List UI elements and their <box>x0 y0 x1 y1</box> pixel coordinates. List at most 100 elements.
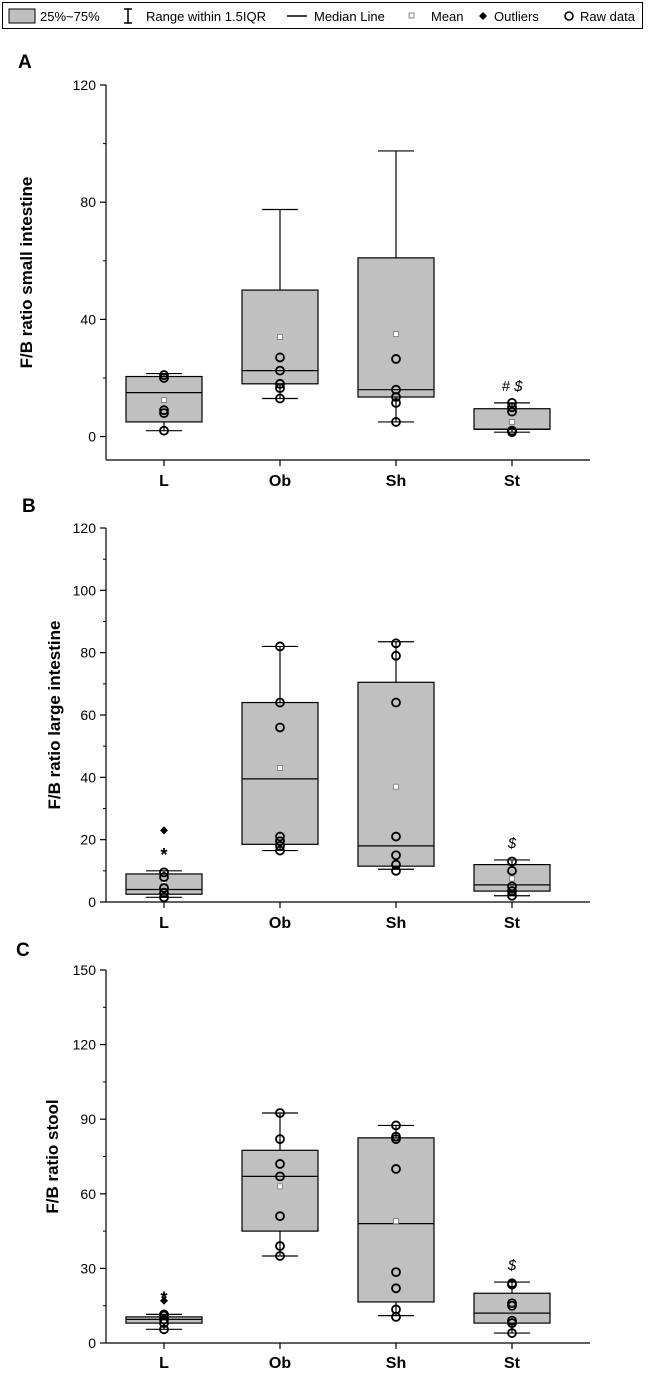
raw-data-point <box>159 425 169 436</box>
mean-marker <box>509 875 515 882</box>
y-tick-label: 120 <box>73 520 97 536</box>
y-tick-label: 100 <box>73 582 97 598</box>
y-tick-label: 0 <box>88 894 96 910</box>
raw-data-point <box>159 887 169 898</box>
raw-data-point <box>507 425 517 436</box>
raw-data-point <box>159 1309 169 1320</box>
raw-data-point <box>159 867 169 878</box>
iqr-box <box>241 1149 319 1232</box>
raw-data-point <box>159 872 169 882</box>
legend-raw-icon <box>564 11 574 21</box>
raw-data-point <box>275 722 285 733</box>
mean-marker <box>393 331 399 337</box>
x-tick-label: Ob <box>269 473 291 490</box>
raw-data-point <box>391 384 401 395</box>
raw-data-point <box>275 697 285 708</box>
raw-data-point <box>391 417 401 427</box>
box-Ob <box>241 641 319 856</box>
chart-b-svg: B 0 20 40 60 80 100 120 F/B ratio large intestin… <box>22 496 590 932</box>
legend-range-label: Range within 1.5IQR <box>146 9 266 24</box>
box-Ob <box>241 208 319 404</box>
raw-data-point <box>159 883 169 893</box>
raw-data-point <box>159 408 169 419</box>
raw-data-point <box>275 352 285 363</box>
raw-data-point <box>507 402 517 413</box>
raw-data-point <box>275 845 285 856</box>
box-Ob <box>241 1108 319 1261</box>
raw-data-point <box>159 370 169 380</box>
raw-data-point <box>391 859 401 870</box>
raw-data-point <box>391 397 401 408</box>
legend: 25%~75% Range within 1.5IQR Median Line … <box>2 2 643 29</box>
box-L: * <box>125 826 203 903</box>
raw-data-point <box>507 1315 517 1326</box>
x-tick-label: Ob <box>269 1355 291 1372</box>
raw-data-point <box>275 393 285 404</box>
raw-data-point <box>159 405 169 416</box>
raw-data-point <box>275 641 285 652</box>
raw-data-point <box>391 1283 401 1294</box>
raw-data-point <box>275 1159 285 1169</box>
outlier-marker <box>160 826 168 835</box>
raw-data-point <box>391 1120 401 1131</box>
y-tick-label: 150 <box>73 962 97 978</box>
y-tick-label: 120 <box>73 77 97 93</box>
y-tick-label: 80 <box>80 645 96 661</box>
raw-data-point <box>275 1251 285 1261</box>
box-Sh <box>357 638 435 876</box>
y-tick-label: 80 <box>80 194 96 210</box>
raw-data-point <box>507 856 517 867</box>
y-tick-label: 90 <box>80 1111 96 1127</box>
raw-data-point <box>275 840 285 851</box>
raw-data-point <box>507 1298 517 1309</box>
significance-annotation: # $ <box>502 378 524 395</box>
raw-data-point <box>507 397 517 408</box>
x-tick-label: Sh <box>386 473 406 490</box>
raw-data-point <box>159 373 169 383</box>
x-tick-label: St <box>504 915 521 932</box>
raw-data-point <box>275 383 285 394</box>
panel-label: B <box>22 496 36 517</box>
panel-c: C 0 30 60 90 120 150 F/B ratio stool L Ob Sh St * $ <box>0 930 648 1375</box>
raw-data-point <box>275 1108 285 1118</box>
box-L <box>125 370 203 436</box>
legend-median-label: Median Line <box>314 9 385 24</box>
x-tick-label: L <box>159 915 169 932</box>
legend-box-swatch <box>8 8 36 24</box>
raw-data-point <box>507 886 517 896</box>
raw-data-point <box>391 354 401 364</box>
x-tick-label: Sh <box>386 915 406 932</box>
mean-marker <box>277 765 283 771</box>
legend-mean-label: Mean <box>431 9 464 24</box>
legend-box-label: 25%~75% <box>40 9 100 24</box>
box-St: $ <box>473 1257 551 1338</box>
raw-data-point <box>275 378 285 389</box>
raw-data-point <box>391 1267 401 1278</box>
y-tick-label: 60 <box>80 707 96 723</box>
raw-data-point <box>507 890 517 901</box>
chart-c-svg: C 0 30 60 90 120 150 F/B ratio stool L Ob Sh St * $ <box>16 940 590 1372</box>
significance-annotation: $ <box>507 1257 517 1274</box>
raw-data-point <box>507 865 517 876</box>
significance-annotation: $ <box>507 835 517 852</box>
raw-data-point <box>391 638 401 649</box>
iqr-box <box>357 257 435 398</box>
x-tick-label: L <box>159 1355 169 1372</box>
raw-data-point <box>391 1131 401 1142</box>
raw-data-point <box>391 697 401 708</box>
outlier-marker <box>160 1296 168 1305</box>
iqr-box <box>357 681 435 867</box>
raw-data-point <box>159 1314 169 1325</box>
legend-svg: 25%~75% Range within 1.5IQR Median Line … <box>8 8 636 24</box>
y-axis-label: F/B ratio large intestine <box>45 621 64 810</box>
iqr-box <box>241 701 319 845</box>
raw-data-point <box>159 892 169 903</box>
raw-data-point <box>275 831 285 842</box>
y-tick-label: 30 <box>80 1260 96 1276</box>
raw-data-point <box>391 831 401 842</box>
x-tick-label: Ob <box>269 915 291 932</box>
y-axis-label: F/B ratio stool <box>43 1099 62 1213</box>
mean-marker <box>393 783 399 790</box>
raw-data-point <box>391 865 401 876</box>
box-L: * <box>125 1288 203 1335</box>
